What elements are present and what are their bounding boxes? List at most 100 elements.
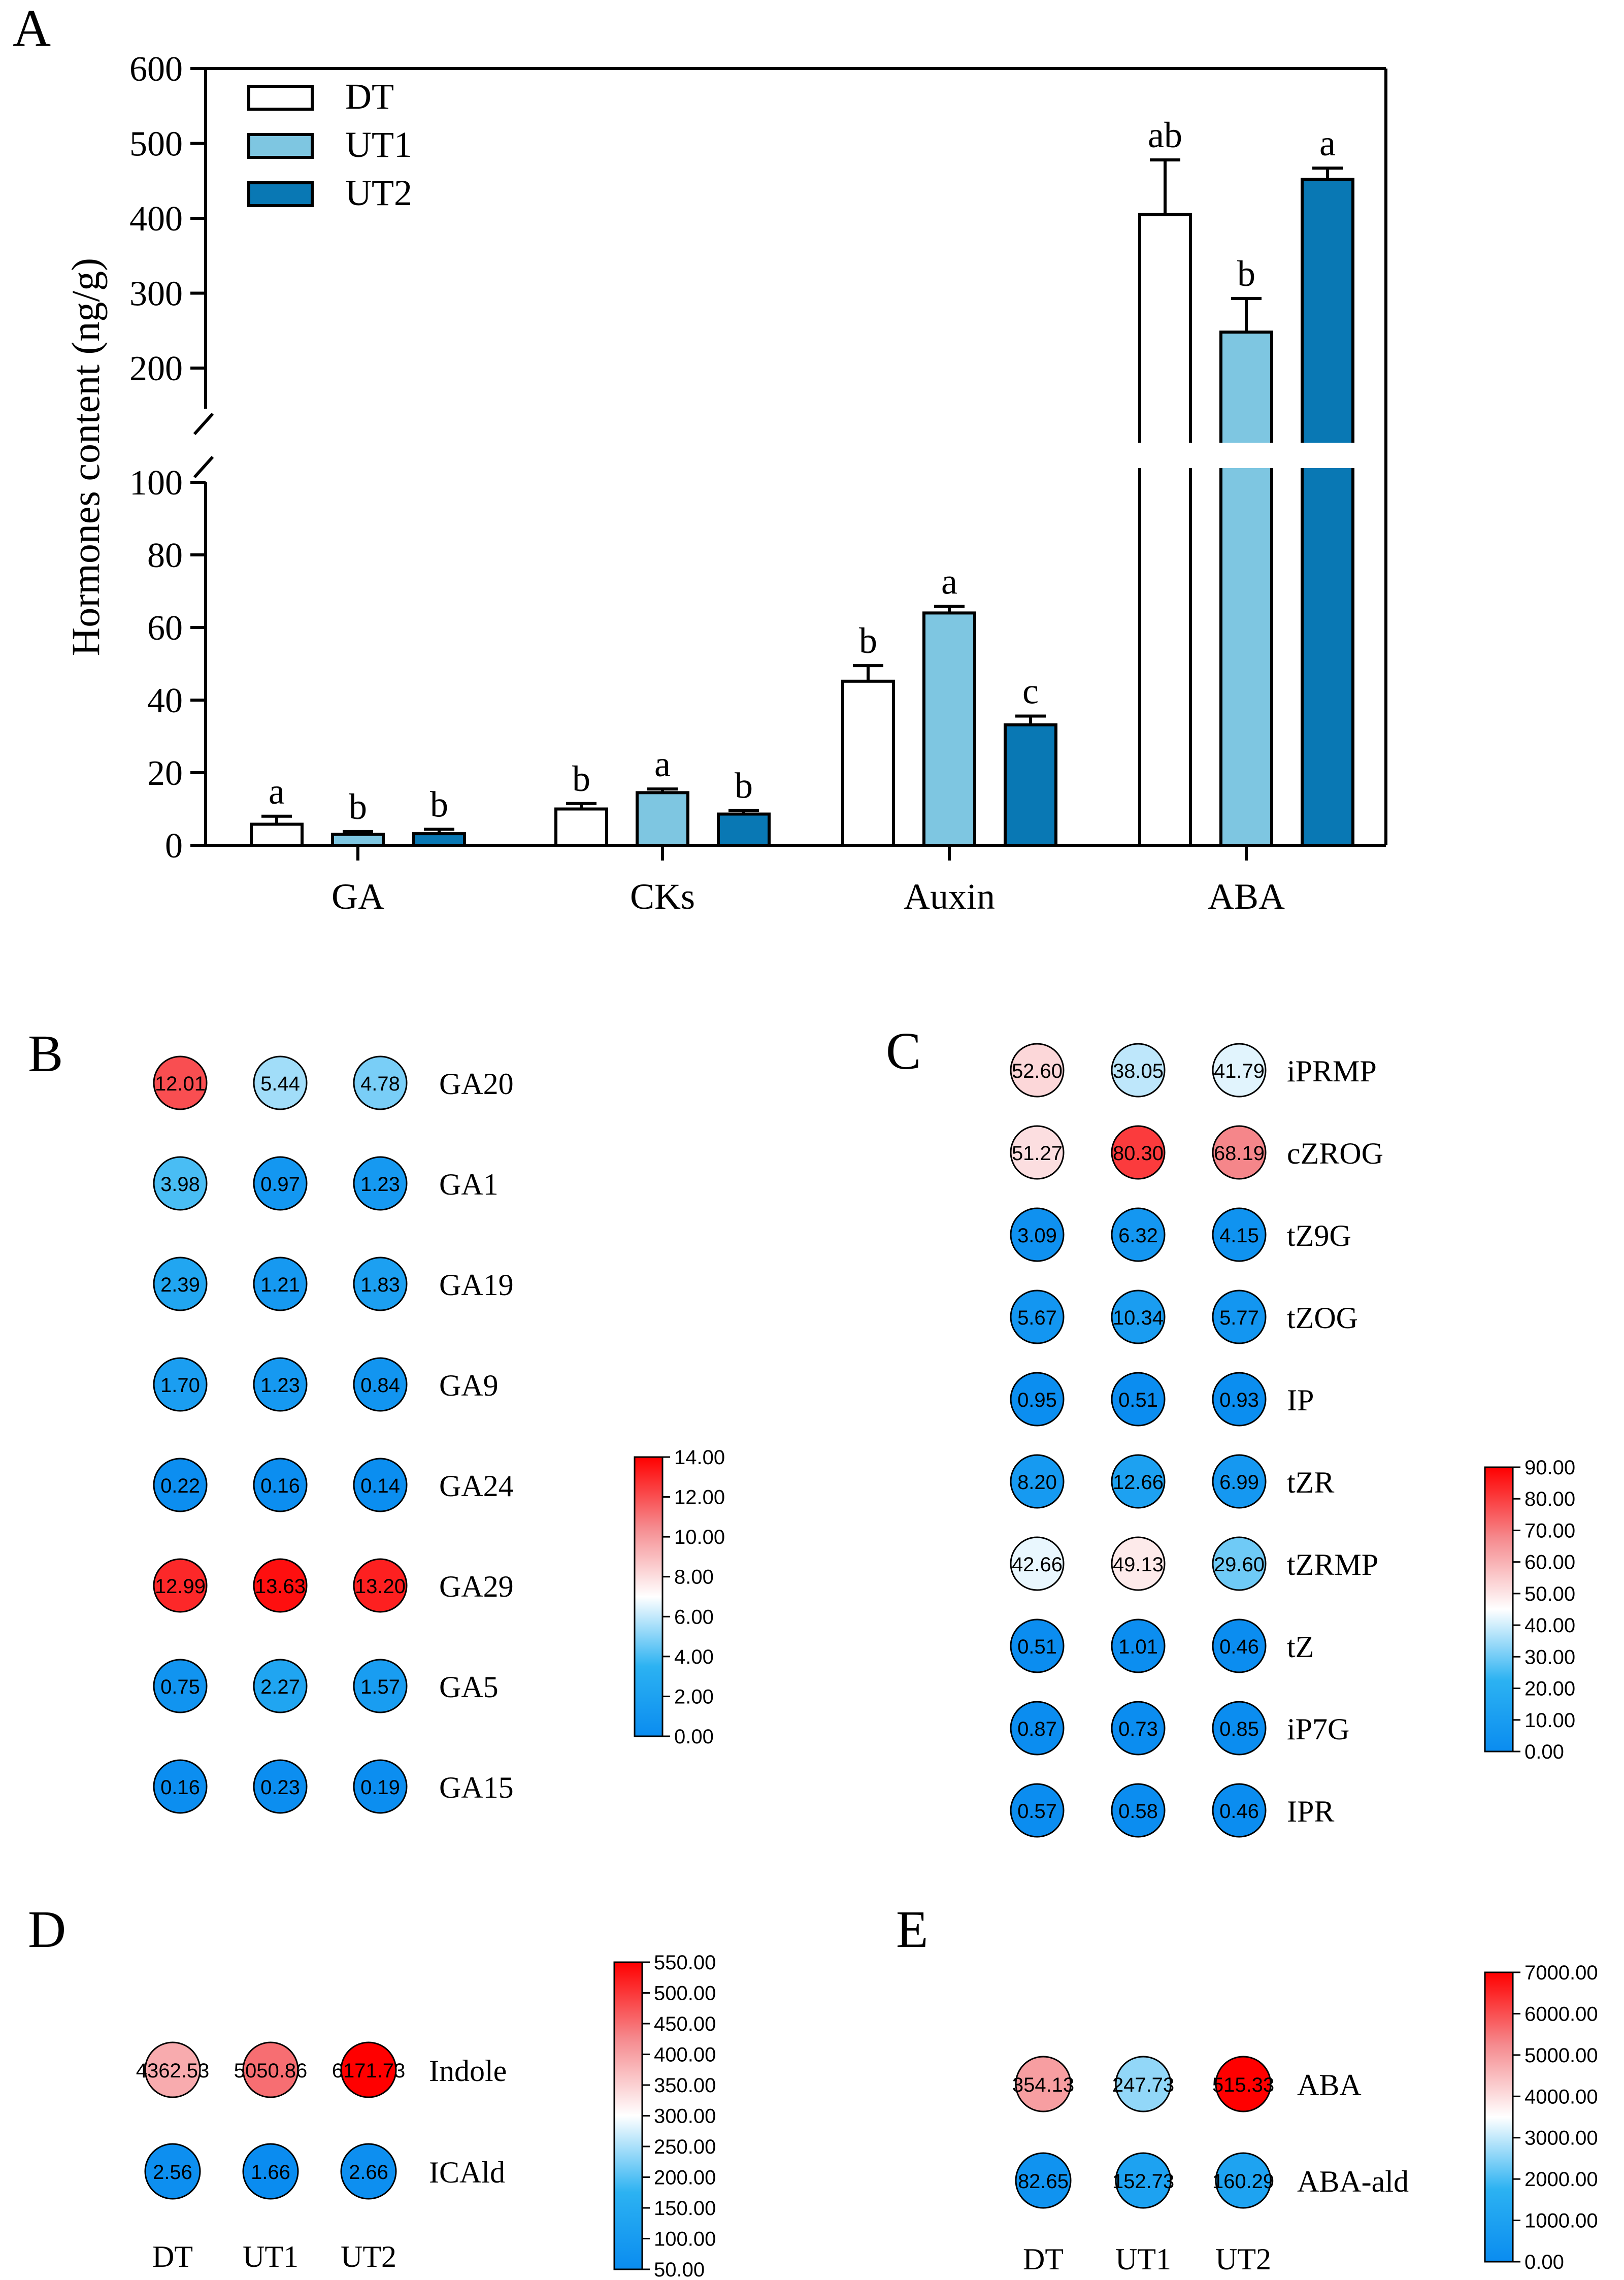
cell-value: 0.57 [1017, 1800, 1057, 1823]
cell-value: 0.58 [1118, 1800, 1158, 1823]
heatmap-cell [253, 1055, 308, 1110]
cell-value: 0.46 [1219, 1800, 1259, 1823]
y-tick-label: 200 [129, 349, 183, 388]
cell-value: 160.29 [1212, 2170, 1274, 2193]
heatmap-cell [353, 1458, 408, 1512]
row-label: tZ9G [1287, 1219, 1351, 1252]
cell-value: 0.95 [1017, 1389, 1057, 1411]
heatmap-cell [1115, 2152, 1172, 2209]
cell-value: 2.27 [260, 1676, 300, 1698]
legend-label: UT1 [345, 124, 412, 165]
row-label: tZ [1287, 1630, 1314, 1664]
significance-letter: a [269, 771, 285, 812]
scale-tick-label: 1000.00 [1524, 2210, 1598, 2232]
heatmap-cell [1010, 1536, 1065, 1591]
cell-value: 0.46 [1219, 1636, 1259, 1658]
legend-swatch [247, 133, 314, 159]
cell-value: 3.09 [1017, 1225, 1057, 1247]
y-tick-label: 600 [129, 50, 183, 89]
heatmap-cell [353, 1759, 408, 1814]
heatmap-cell [1212, 1783, 1267, 1838]
scale-tick-label: 50.00 [1524, 1583, 1575, 1605]
heatmap-cell [253, 1458, 308, 1512]
heatmap-cell [353, 1357, 408, 1412]
scale-tick-label: 7000.00 [1524, 1962, 1598, 1984]
heatmap-cell [353, 1156, 408, 1211]
scale-tick-label: 450.00 [654, 2013, 716, 2035]
bar [1004, 723, 1057, 847]
cell-value: 4.78 [360, 1073, 400, 1095]
row-label: tZOG [1287, 1301, 1358, 1335]
scale-tick-label: 6000.00 [1524, 2003, 1598, 2025]
cell-value: 6.99 [1219, 1471, 1259, 1494]
scale-tick-label: 30.00 [1524, 1646, 1575, 1668]
scale-tick-label: 8.00 [674, 1566, 714, 1589]
heatmap-cell [153, 1458, 208, 1512]
cell-value: 0.14 [360, 1475, 400, 1497]
cell-value: 13.20 [355, 1575, 406, 1598]
scale-tick-label: 5000.00 [1524, 2044, 1598, 2067]
heatmap-cell [153, 1357, 208, 1412]
heatmap-cell [353, 1558, 408, 1613]
cell-value: 1.23 [360, 1173, 400, 1196]
cell-value: 5050.86 [234, 2060, 308, 2082]
row-label: GA29 [439, 1570, 514, 1603]
axis-break-gap [1132, 443, 1366, 468]
cell-value: 354.13 [1012, 2074, 1074, 2096]
scale-tick-label: 14.00 [674, 1446, 725, 1469]
y-tick-label: 500 [129, 125, 183, 164]
cell-value: 0.85 [1219, 1718, 1259, 1740]
heatmap-cell [1111, 1372, 1166, 1427]
heatmap-cell [242, 2143, 299, 2200]
row-label: GA15 [439, 1771, 514, 1804]
heatmap-cell [353, 1659, 408, 1713]
heatmap-cell [1212, 1290, 1267, 1344]
heatmap-cell [1212, 1043, 1267, 1098]
cell-value: 4.15 [1219, 1225, 1259, 1247]
heatmap-cell [242, 2041, 299, 2098]
y-axis-label: Hormones content (ng/g) [63, 258, 108, 656]
heatmap-cell [1212, 1701, 1267, 1756]
heatmap-cell [253, 1156, 308, 1211]
cell-value: 0.16 [160, 1776, 200, 1799]
bar [554, 807, 608, 847]
row-label: tZR [1287, 1466, 1334, 1499]
cell-value: 4362.53 [136, 2060, 210, 2082]
scale-tick-label: 0.00 [674, 1726, 714, 1748]
scale-tick-label: 40.00 [1524, 1614, 1575, 1637]
heatmap-cell [1111, 1701, 1166, 1756]
heatmap-cell [1111, 1454, 1166, 1509]
cell-value: 0.87 [1017, 1718, 1057, 1740]
cell-value: 0.16 [260, 1475, 300, 1497]
scale-tick-label: 90.00 [1524, 1457, 1575, 1479]
cell-value: 38.05 [1113, 1060, 1164, 1082]
row-label: ICAld [429, 2156, 505, 2189]
row-label: ABA-ald [1297, 2165, 1409, 2198]
scale-tick-label: 20.00 [1524, 1678, 1575, 1700]
y-tick-label: 40 [147, 681, 183, 720]
cell-value: 0.84 [360, 1374, 400, 1397]
heatmap-cell [253, 1759, 308, 1814]
row-label: GA19 [439, 1268, 514, 1302]
column-label: DT [1023, 2242, 1064, 2276]
cell-value: 13.63 [255, 1575, 306, 1598]
cell-value: 6171.73 [332, 2060, 406, 2082]
cell-value: 1.57 [360, 1676, 400, 1698]
column-label: DT [152, 2240, 193, 2273]
scale-tick-label: 2.00 [674, 1686, 714, 1708]
cell-value: 2.56 [153, 2161, 192, 2184]
cell-value: 29.60 [1214, 1554, 1265, 1576]
heatmap-cell [253, 1659, 308, 1713]
bar [331, 833, 385, 847]
panel-label-c: C [886, 1022, 921, 1080]
heatmap-cell [1010, 1618, 1065, 1673]
cell-value: 0.97 [260, 1173, 300, 1196]
heatmap-cell [1115, 2056, 1172, 2112]
cell-value: 5.67 [1017, 1307, 1057, 1329]
row-label: Indole [429, 2054, 507, 2088]
cell-value: 52.60 [1012, 1060, 1063, 1082]
heatmap-cell [1010, 1043, 1065, 1098]
significance-letter: b [349, 786, 367, 827]
cell-value: 10.34 [1113, 1307, 1164, 1329]
